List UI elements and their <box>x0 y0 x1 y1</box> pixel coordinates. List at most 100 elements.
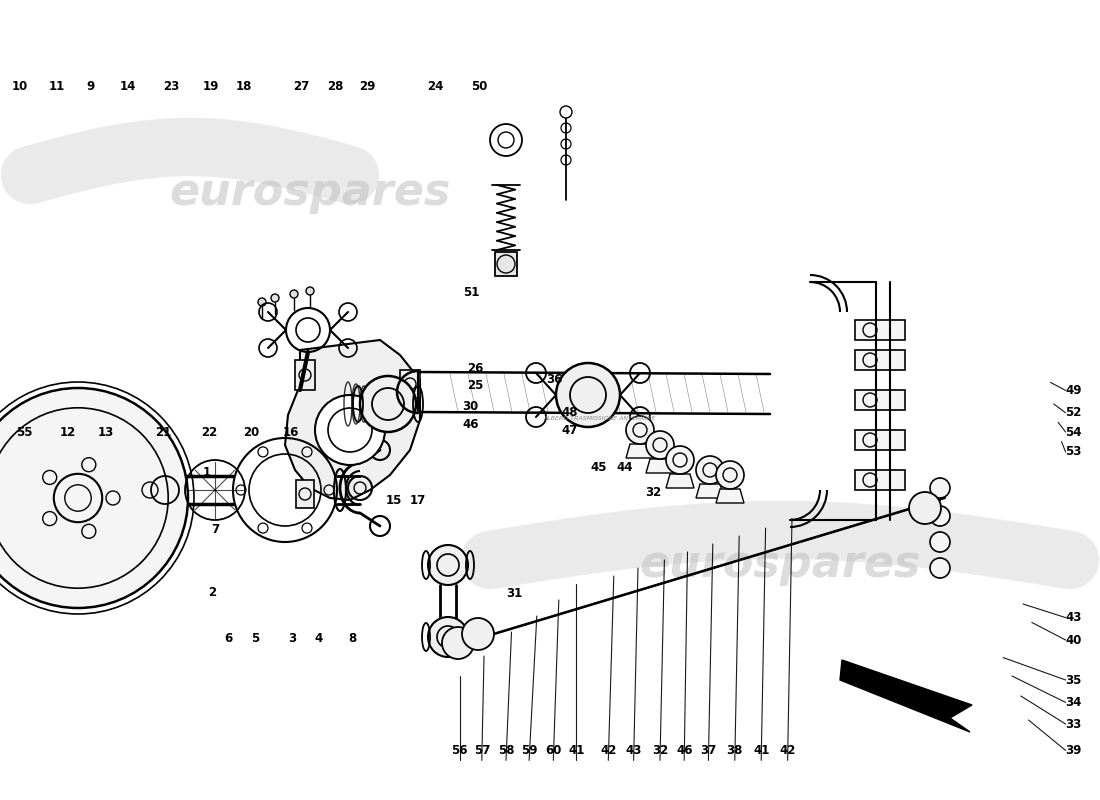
Text: 40: 40 <box>1066 634 1081 646</box>
Text: 10: 10 <box>12 80 28 93</box>
Bar <box>400 370 420 398</box>
Text: 37: 37 <box>701 744 716 757</box>
Text: 48: 48 <box>562 406 579 419</box>
Circle shape <box>462 618 494 650</box>
Text: 17: 17 <box>410 494 426 507</box>
Text: 38: 38 <box>727 744 742 757</box>
Text: 55: 55 <box>15 426 33 438</box>
Text: 58: 58 <box>497 744 515 757</box>
Text: 30: 30 <box>463 400 478 413</box>
Text: 57: 57 <box>474 744 490 757</box>
Circle shape <box>646 431 674 459</box>
Text: 53: 53 <box>1066 446 1081 458</box>
Text: 26: 26 <box>468 362 483 374</box>
Text: 52: 52 <box>1066 406 1081 419</box>
Text: 29: 29 <box>360 80 375 93</box>
Text: 43: 43 <box>626 744 641 757</box>
Polygon shape <box>626 444 654 458</box>
Circle shape <box>556 363 620 427</box>
Text: 1: 1 <box>202 466 211 478</box>
Text: 24: 24 <box>428 80 443 93</box>
Text: 9: 9 <box>86 80 95 93</box>
Circle shape <box>930 478 950 498</box>
Text: 56: 56 <box>451 744 468 757</box>
Text: eurospares: eurospares <box>639 543 921 586</box>
Text: 12: 12 <box>60 426 76 438</box>
Text: 25: 25 <box>468 379 483 392</box>
Text: 6: 6 <box>224 632 233 645</box>
Circle shape <box>428 545 468 585</box>
Text: 14: 14 <box>120 80 135 93</box>
Text: 46: 46 <box>462 418 480 430</box>
Circle shape <box>626 416 654 444</box>
Polygon shape <box>646 459 674 473</box>
Text: 47: 47 <box>562 424 578 437</box>
Circle shape <box>930 506 950 526</box>
Text: ALBERO TRASMISSIONE ANTERIORE: ALBERO TRASMISSIONE ANTERIORE <box>543 415 657 421</box>
Text: 36: 36 <box>547 373 562 386</box>
Text: 18: 18 <box>236 80 252 93</box>
Text: 20: 20 <box>243 426 258 438</box>
Text: 28: 28 <box>328 80 343 93</box>
Text: 46: 46 <box>675 744 693 757</box>
Circle shape <box>0 388 188 608</box>
Circle shape <box>930 532 950 552</box>
Text: 32: 32 <box>652 744 668 757</box>
Text: 8: 8 <box>348 632 356 645</box>
Polygon shape <box>840 660 972 732</box>
Bar <box>495 252 517 276</box>
Circle shape <box>666 446 694 474</box>
Text: 41: 41 <box>569 744 584 757</box>
Bar <box>855 390 905 410</box>
Bar <box>855 320 905 340</box>
Text: 41: 41 <box>754 744 769 757</box>
Text: 51: 51 <box>463 286 478 299</box>
Text: 31: 31 <box>507 587 522 600</box>
Text: eurospares: eurospares <box>169 170 451 214</box>
Text: 22: 22 <box>201 426 217 438</box>
Circle shape <box>271 294 279 302</box>
Text: 35: 35 <box>1066 674 1081 686</box>
Text: 11: 11 <box>50 80 65 93</box>
Text: 54: 54 <box>1065 426 1081 438</box>
Text: 39: 39 <box>1066 744 1081 757</box>
Text: 60: 60 <box>546 744 561 757</box>
Text: 27: 27 <box>294 80 309 93</box>
Text: 13: 13 <box>98 426 113 438</box>
Polygon shape <box>666 474 694 488</box>
Text: 42: 42 <box>601 744 616 757</box>
Polygon shape <box>696 484 724 498</box>
Text: 32: 32 <box>646 486 661 499</box>
Text: 23: 23 <box>164 80 179 93</box>
Text: 34: 34 <box>1066 696 1081 709</box>
Text: 49: 49 <box>1065 384 1081 397</box>
Bar <box>295 360 315 390</box>
Circle shape <box>716 461 744 489</box>
Bar <box>855 430 905 450</box>
Text: 15: 15 <box>386 494 402 507</box>
Text: 5: 5 <box>251 632 260 645</box>
Text: 4: 4 <box>315 632 323 645</box>
Circle shape <box>442 627 474 659</box>
Text: 21: 21 <box>155 426 170 438</box>
Polygon shape <box>716 489 744 503</box>
Text: 7: 7 <box>211 523 220 536</box>
Text: 43: 43 <box>1066 611 1081 624</box>
Text: 2: 2 <box>208 586 217 598</box>
Circle shape <box>306 287 313 295</box>
Text: 19: 19 <box>204 80 219 93</box>
Circle shape <box>560 106 572 118</box>
Circle shape <box>290 290 298 298</box>
Polygon shape <box>285 340 420 500</box>
Circle shape <box>258 298 266 306</box>
Circle shape <box>428 617 468 657</box>
Text: 59: 59 <box>521 744 538 757</box>
Circle shape <box>930 558 950 578</box>
Circle shape <box>696 456 724 484</box>
Circle shape <box>360 376 416 432</box>
Text: 42: 42 <box>780 744 795 757</box>
Bar <box>855 350 905 370</box>
Circle shape <box>909 492 940 524</box>
Bar <box>296 480 314 508</box>
Text: 3: 3 <box>288 632 297 645</box>
